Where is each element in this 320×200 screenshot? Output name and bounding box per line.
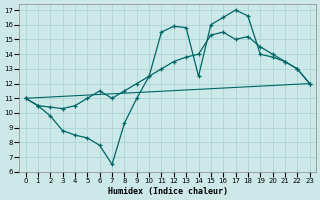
- X-axis label: Humidex (Indice chaleur): Humidex (Indice chaleur): [108, 187, 228, 196]
